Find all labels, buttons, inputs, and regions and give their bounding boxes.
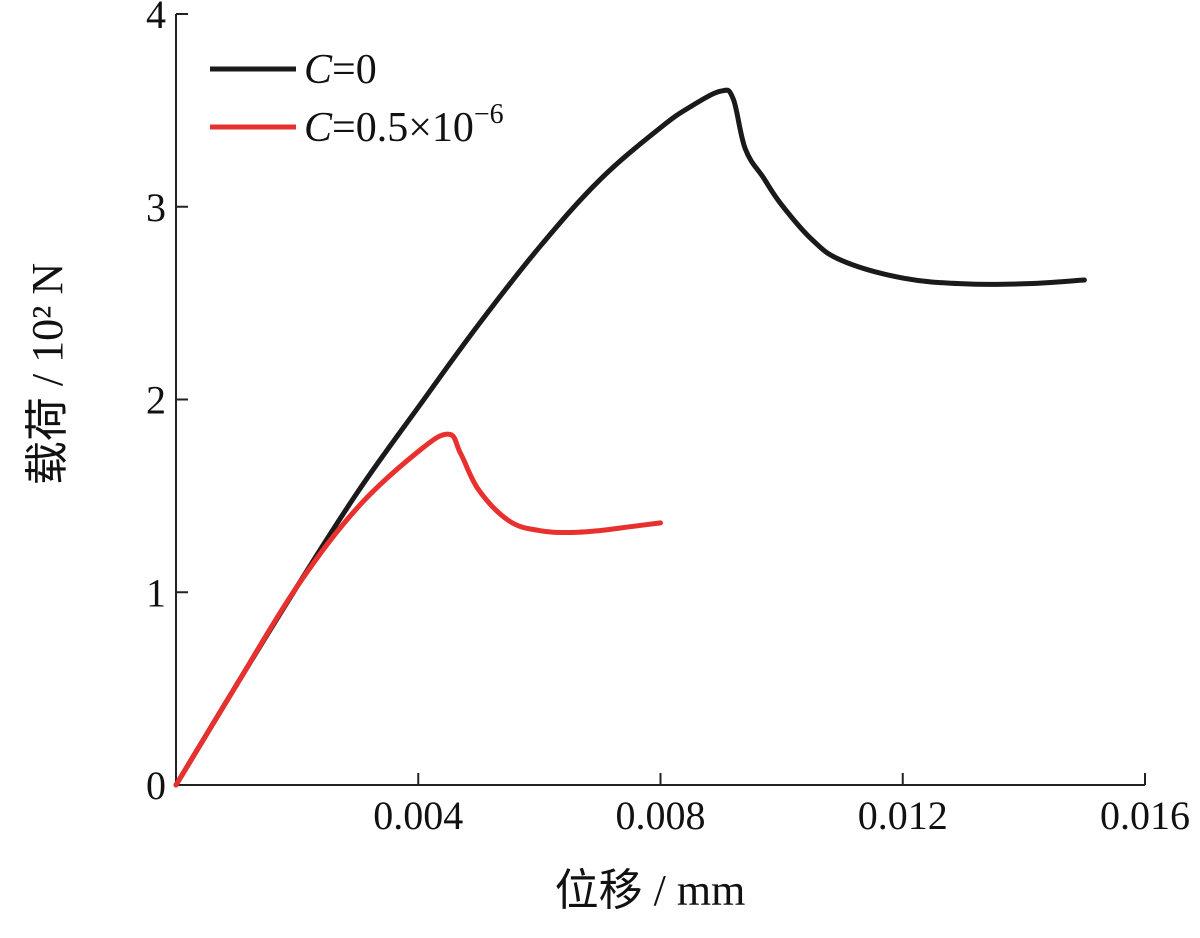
- y-axis-label: 载荷 / 10² N: [23, 263, 72, 485]
- legend-label-1: C=0: [304, 47, 377, 93]
- series-line-1: [173, 87, 1087, 788]
- tick-marks: 0.004 0.008 0.012 0.016 0 1 2 3 4: [146, 0, 1190, 838]
- y-tick-label: 2: [146, 378, 166, 423]
- series-layer: [173, 87, 1087, 788]
- x-tick-label: 0.008: [616, 793, 706, 838]
- y-tick-label: 1: [146, 570, 166, 615]
- y-tick-label: 3: [146, 185, 166, 230]
- series-line-2: [173, 431, 663, 788]
- x-tick-label: 0.004: [373, 793, 463, 838]
- legend-label-2: C=0.5×10−6: [304, 99, 504, 151]
- x-tick-label: 0.012: [858, 793, 948, 838]
- y-tick-label: 4: [146, 0, 166, 37]
- x-axis-label: 位移 / mm: [555, 866, 746, 915]
- legend: C=0 C=0.5×10−6: [210, 47, 504, 151]
- x-tick-label: 0.016: [1100, 793, 1190, 838]
- y-tick-label: 0: [146, 763, 166, 808]
